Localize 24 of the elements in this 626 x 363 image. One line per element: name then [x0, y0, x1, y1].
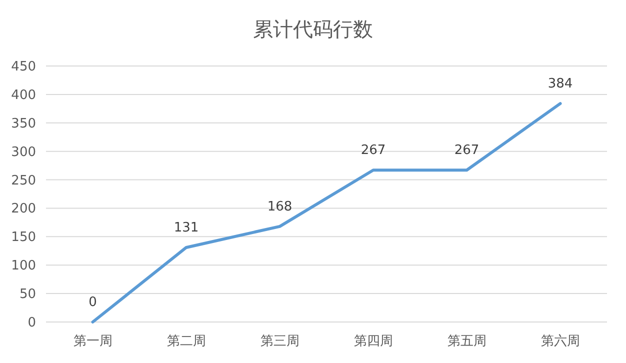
- data-label: 267: [454, 143, 480, 158]
- y-tick-label: 0: [28, 316, 36, 330]
- x-tick-label: 第三周: [260, 334, 300, 349]
- y-tick-label: 350: [11, 116, 36, 132]
- line-series: [91, 102, 562, 324]
- chart-title: 累计代码行数: [253, 17, 373, 41]
- y-tick-label: 100: [11, 258, 36, 274]
- data-label: 131: [174, 220, 199, 236]
- y-tick-label: 250: [11, 173, 36, 188]
- data-label: 384: [548, 76, 573, 92]
- x-tick-label: 第四周: [354, 334, 393, 349]
- y-tick-label: 200: [11, 202, 36, 217]
- data-label: 0: [88, 295, 97, 310]
- y-tick-label: 150: [11, 230, 36, 246]
- x-tick-label: 第一周: [73, 334, 112, 349]
- x-tick-label: 第五周: [447, 334, 486, 349]
- y-tick-label: 400: [11, 88, 36, 103]
- x-tick-label: 第六周: [540, 334, 580, 349]
- y-tick-label: 300: [11, 144, 36, 160]
- y-tick-label: 450: [11, 60, 36, 74]
- y-tick-label: 50: [19, 287, 36, 302]
- data-label: 267: [360, 143, 386, 158]
- data-label: 168: [267, 199, 292, 214]
- x-tick-label: 第二周: [166, 334, 206, 349]
